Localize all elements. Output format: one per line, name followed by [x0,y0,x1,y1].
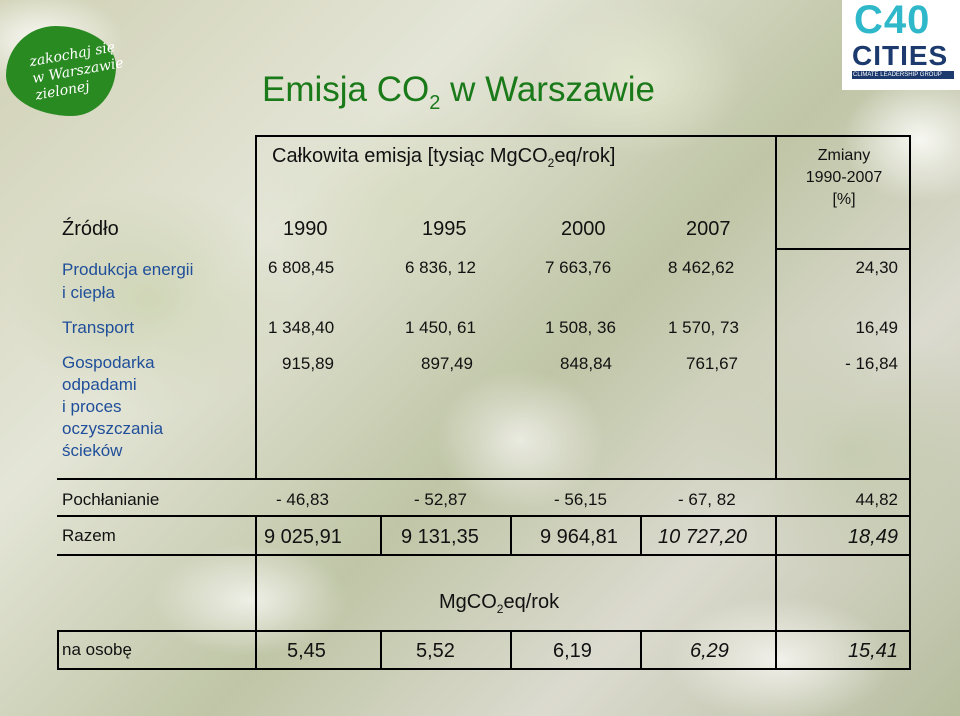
title-subscript: 2 [429,92,441,114]
per-capita-label: na osobę [62,640,132,659]
cell-value: - 52,87 [414,490,467,509]
cell-value: - 67, 82 [678,490,736,509]
grid-line [57,554,910,556]
total-header-main: Całkowita emisja [tysiąc MgCO [272,145,548,167]
cell-change: 16,49 [855,318,898,337]
title-rest: w Warszawie [440,70,655,109]
c40-cities-logo: C40 CITIES CLIMATE LEADERSHIP GROUP [842,0,960,90]
cell-value: 1 450, 61 [405,318,476,337]
per-capita-value: 6,29 [690,640,729,662]
row-label-line: odpadami [62,375,137,394]
row-label-absorption: Pochłanianie [62,490,160,509]
cell-value: 1 570, 73 [668,318,739,337]
cell-value: 761,67 [686,354,738,373]
cell-value: 897,49 [421,354,473,373]
grid-line [57,668,910,670]
grid-line [909,135,911,670]
grid-line [57,630,910,632]
row-label-waste: Gospodarka odpadami i proces oczyszczani… [62,352,163,462]
grid-line [57,515,910,517]
row-label-line: i ciepła [62,283,115,302]
row-label-line: Produkcja energii [62,260,194,279]
cell-value: 1 508, 36 [545,318,616,337]
row-label-line: ścieków [62,441,123,460]
total-value: 9 025,91 [264,526,342,548]
grid-line [255,515,257,670]
cell-value: 848,84 [560,354,612,373]
grid-line [380,515,382,555]
total-header-rest: eq/rok] [554,145,616,167]
cell-value: 6 836, 12 [405,258,476,277]
cell-value: 1 348,40 [268,318,335,337]
total-header-sub: 2 [547,156,555,170]
grid-line [380,630,382,670]
per-capita-header-main: MgCO [439,591,497,613]
total-emission-header: Całkowita emisja [tysiąc MgCO2eq/rok] [272,146,615,173]
change-header-line-3: [%] [832,191,856,208]
grid-line [57,478,910,480]
grid-line [775,515,777,670]
grid-line [57,630,59,670]
year-2007: 2007 [686,218,731,240]
change-header-line-2: 1990-2007 [805,169,883,186]
per-capita-value: 5,52 [416,640,455,662]
per-capita-value: 6,19 [553,640,592,662]
grid-line [775,248,910,250]
change-header-line-1: Zmiany [817,147,871,164]
cell-value: 6 808,45 [268,258,335,277]
total-value: 9 964,81 [540,526,618,548]
grid-line [510,630,512,670]
cell-change: - 16,84 [845,354,898,373]
year-1995: 1995 [422,218,467,240]
total-value: 10 727,20 [658,526,747,548]
per-capita-change: 15,41 [847,640,898,662]
logo-blob [6,26,116,116]
cities-text: CITIES [852,40,949,71]
warsaw-green-logo: zakochaj się w Warszawie zielonej [6,8,126,116]
row-label-transport: Transport [62,318,135,337]
per-capita-header-rest: eq/rok [503,591,560,613]
grid-line [640,515,642,555]
row-label-line: oczyszczania [62,419,164,438]
cell-value: 915,89 [282,354,334,373]
total-change: 18,49 [847,526,898,548]
c40-text: C40 [854,0,931,42]
cell-change: 44,82 [855,490,898,509]
row-label-line: i proces [62,397,122,416]
cell-value: 7 663,76 [545,258,612,277]
climate-leadership-text: CLIMATE LEADERSHIP GROUP [852,71,954,79]
page-title: Emisja CO2 w Warszawie [262,70,655,115]
grid-line [255,135,910,137]
per-capita-value: 5,45 [287,640,326,662]
title-main: Emisja CO [262,70,430,109]
per-capita-header-sub: 2 [496,602,504,616]
change-header: Zmiany 1990-2007 [%] [780,145,908,211]
cell-change: 24,30 [855,258,898,277]
source-label: Źródło [62,218,119,240]
row-label-line: Gospodarka [62,353,155,372]
grid-line [255,135,257,478]
per-capita-header: MgCO2eq/rok [439,592,559,619]
year-2000: 2000 [561,218,606,240]
cell-value: 8 462,62 [668,258,735,277]
total-label: Razem [62,526,116,545]
grid-line [510,515,512,555]
total-value: 9 131,35 [401,526,479,548]
cell-value: - 56,15 [554,490,607,509]
row-label-energy: Produkcja energii i ciepła [62,258,193,304]
year-1990: 1990 [283,218,328,240]
grid-line [775,135,777,478]
grid-line [640,630,642,670]
cell-value: - 46,83 [276,490,329,509]
